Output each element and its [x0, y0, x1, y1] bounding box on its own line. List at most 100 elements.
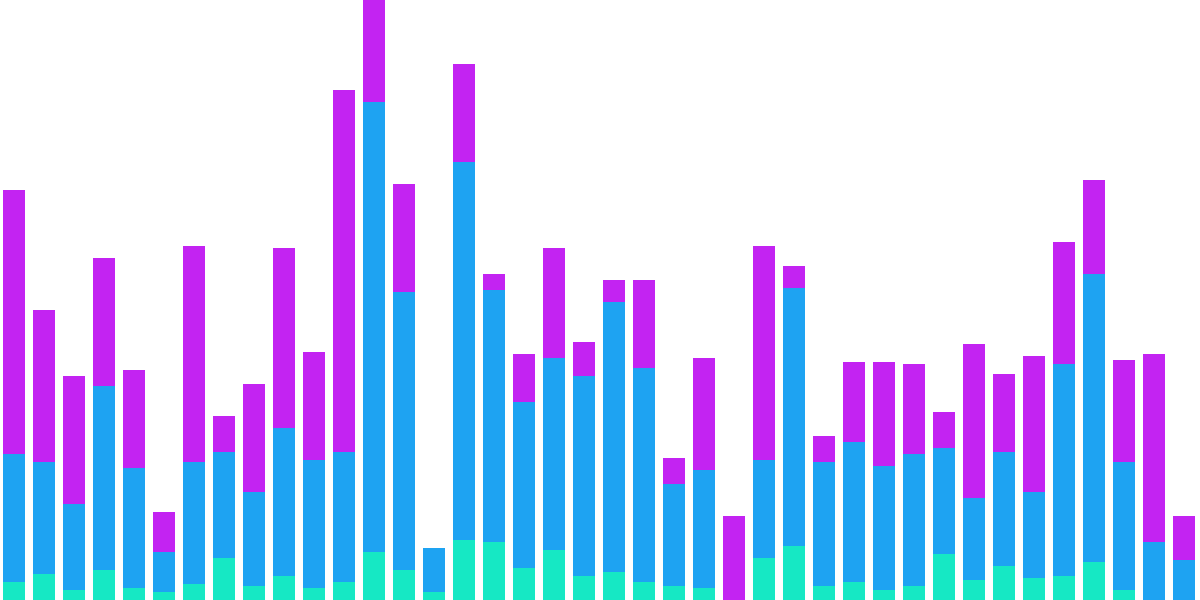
bar-segment-middle: [33, 462, 55, 574]
bar-segment-middle: [1053, 364, 1075, 576]
bar-segment-bottom: [273, 576, 295, 600]
bar-segment-top: [63, 376, 85, 504]
bar: [333, 90, 355, 600]
bar-segment-bottom: [123, 588, 145, 600]
bar-segment-middle: [153, 552, 175, 592]
bar-segment-top: [33, 310, 55, 462]
bar: [873, 362, 895, 600]
bar: [1083, 180, 1105, 600]
bar-segment-bottom: [213, 558, 235, 600]
bar-segment-top: [843, 362, 865, 442]
bar-segment-middle: [423, 548, 445, 592]
bar: [633, 280, 655, 600]
bar-segment-bottom: [903, 586, 925, 600]
bar-segment-top: [813, 436, 835, 462]
bar-segment-middle: [453, 162, 475, 540]
bar-segment-top: [573, 342, 595, 376]
bar: [663, 458, 685, 600]
bar: [123, 370, 145, 600]
bar-segment-middle: [663, 484, 685, 586]
bar: [483, 274, 505, 600]
bar-segment-bottom: [63, 590, 85, 600]
bar-segment-bottom: [963, 580, 985, 600]
bar-segment-top: [993, 374, 1015, 452]
bar-segment-top: [633, 280, 655, 368]
bar-segment-middle: [303, 460, 325, 588]
bar-segment-top: [123, 370, 145, 468]
bar-segment-bottom: [873, 590, 895, 600]
bar-segment-top: [1023, 356, 1045, 492]
bar-segment-middle: [243, 492, 265, 586]
bar-segment-bottom: [693, 588, 715, 600]
bar-segment-bottom: [603, 572, 625, 600]
bar: [753, 246, 775, 600]
bar-segment-top: [513, 354, 535, 402]
bar: [513, 354, 535, 600]
bar-segment-middle: [573, 376, 595, 576]
bar: [783, 266, 805, 600]
bar-segment-middle: [783, 288, 805, 546]
bar-segment-middle: [963, 498, 985, 580]
bar-segment-middle: [903, 454, 925, 586]
bar: [813, 436, 835, 600]
bar: [243, 384, 265, 600]
bar: [363, 0, 385, 600]
bar-segment-top: [723, 516, 745, 600]
bar-segment-bottom: [1083, 562, 1105, 600]
bar-segment-top: [543, 248, 565, 358]
bar: [93, 258, 115, 600]
bar-segment-top: [693, 358, 715, 470]
bar-segment-bottom: [423, 592, 445, 600]
bar-segment-top: [273, 248, 295, 428]
bar-segment-top: [1143, 354, 1165, 542]
bar-segment-bottom: [453, 540, 475, 600]
bar-segment-middle: [63, 504, 85, 590]
bar: [393, 184, 415, 600]
bar-segment-middle: [3, 454, 25, 582]
bar-segment-bottom: [303, 588, 325, 600]
bar: [903, 364, 925, 600]
bar-segment-middle: [633, 368, 655, 582]
bar-segment-middle: [1143, 542, 1165, 600]
bar: [843, 362, 865, 600]
bar: [1023, 356, 1045, 600]
bar-segment-bottom: [783, 546, 805, 600]
bar-segment-middle: [1113, 462, 1135, 590]
bar: [3, 190, 25, 600]
bar-segment-top: [93, 258, 115, 386]
bar-segment-middle: [333, 452, 355, 582]
bar: [213, 416, 235, 600]
bar-segment-middle: [993, 452, 1015, 566]
bar: [453, 64, 475, 600]
bar-segment-bottom: [93, 570, 115, 600]
bar-segment-top: [303, 352, 325, 460]
bar-segment-top: [483, 274, 505, 290]
bar-segment-middle: [933, 448, 955, 554]
bar-segment-top: [753, 246, 775, 460]
bar-segment-middle: [1173, 560, 1195, 600]
bar-segment-middle: [753, 460, 775, 558]
bar-segment-middle: [273, 428, 295, 576]
bar: [963, 344, 985, 600]
bar-segment-bottom: [633, 582, 655, 600]
bar-segment-bottom: [753, 558, 775, 600]
bar: [303, 352, 325, 600]
bar-segment-middle: [693, 470, 715, 588]
bar-segment-top: [3, 190, 25, 454]
bar-segment-bottom: [543, 550, 565, 600]
bar: [273, 248, 295, 600]
bar-segment-bottom: [183, 584, 205, 600]
bar: [33, 310, 55, 600]
bar: [1053, 242, 1075, 600]
bar-segment-middle: [513, 402, 535, 568]
bar-segment-bottom: [333, 582, 355, 600]
bar-segment-top: [333, 90, 355, 452]
bar-segment-middle: [1083, 274, 1105, 562]
bar: [153, 512, 175, 600]
bar-segment-bottom: [813, 586, 835, 600]
bar: [723, 516, 745, 600]
bar-segment-top: [1053, 242, 1075, 364]
bar-segment-middle: [183, 462, 205, 584]
bar-segment-bottom: [1113, 590, 1135, 600]
bar-segment-top: [213, 416, 235, 452]
